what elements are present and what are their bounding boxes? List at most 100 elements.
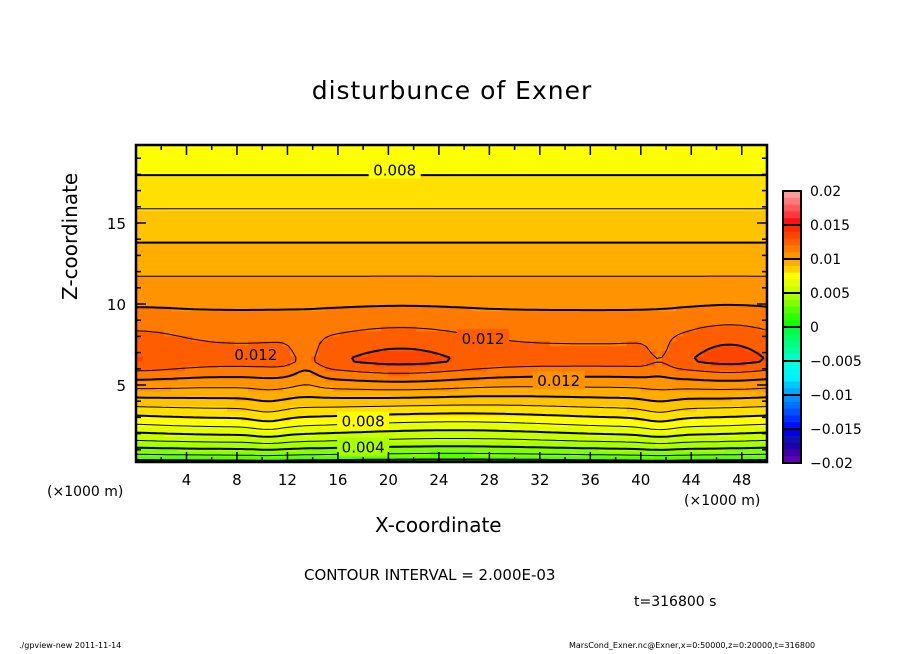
contour-band-cell (283, 340, 319, 347)
contour-band-cell (325, 335, 495, 342)
contour-label: 0.004 (342, 439, 385, 457)
contour-band-cell (136, 245, 767, 252)
contour-band-cell (682, 330, 767, 337)
contour-band-cell (136, 225, 767, 232)
colorbar-swatch (783, 320, 801, 328)
x-tick-label: 48 (732, 471, 751, 489)
contour-band-cell (171, 305, 326, 312)
contour-band-cell (353, 355, 453, 362)
x-tick-label: 28 (480, 471, 499, 489)
colorbar-swatch (783, 361, 801, 369)
colorbar-swatch (783, 218, 801, 226)
contour-band-cell (136, 170, 767, 176)
contour-band-cell (598, 445, 726, 452)
colorbar-swatch (783, 238, 801, 246)
x-unit-label-left: (×1000 m) (47, 484, 124, 500)
colorbar-frame (782, 190, 802, 464)
colorbar-swatch (783, 225, 801, 233)
contour-band-cell (136, 160, 767, 166)
contour-band-cell (164, 330, 340, 337)
contour-band-cell (136, 150, 767, 156)
contour-band-cell (136, 355, 144, 362)
contour-band-cell (136, 270, 767, 277)
contour-label-bg (457, 329, 510, 348)
contour-band-cell (136, 390, 767, 397)
contour-band-cell (136, 340, 235, 347)
contour-band-cell (136, 310, 767, 317)
contour-band-cell (696, 405, 767, 412)
contour-band-cell (647, 345, 670, 352)
contour-band-cell (675, 375, 767, 382)
colorbar-swatch (783, 442, 801, 450)
contour-band-cell (136, 195, 767, 201)
contour-band-cell (136, 215, 767, 222)
colorbar-label: 0.02 (810, 184, 841, 200)
contour-band-cell (290, 360, 319, 367)
contour-band-cell (283, 425, 649, 432)
contour-band-cell (668, 440, 767, 447)
x-tick-label: 44 (682, 471, 701, 489)
y-tick-label: 5 (116, 377, 126, 395)
contour-band-cell (318, 430, 586, 437)
colorbar-swatch (783, 191, 801, 199)
contour-band-cell (486, 365, 677, 372)
chart-title: disturbunce of Exner (311, 76, 593, 105)
contour-band-cell (136, 405, 228, 412)
x-tick-label: 12 (278, 471, 297, 489)
contour-band-cell (290, 405, 628, 412)
contour-band-cell (192, 335, 326, 342)
contour-band-cell (255, 425, 284, 432)
contour-band-cell (234, 395, 291, 402)
x-tick-label: 36 (581, 471, 600, 489)
contour-band-cell (136, 400, 767, 407)
contour-band-cell (696, 325, 761, 332)
contour-band-cell (668, 340, 767, 347)
colorbar-swatch (783, 374, 801, 382)
contour-band-cell (136, 275, 767, 282)
contour-band-cell (318, 345, 649, 352)
colorbar-swatch (783, 204, 801, 212)
contour-band-cell (290, 415, 635, 422)
contour-band-cell (416, 325, 698, 332)
contour-band-cell (661, 350, 705, 357)
contour-band-cell (654, 350, 663, 357)
contour-band-cell (311, 370, 389, 377)
x-unit-label-right: (×1000 m) (684, 493, 761, 509)
contour-band-cell (143, 355, 298, 362)
contour-band-cell (297, 355, 312, 362)
colorbar-swatch (783, 252, 801, 260)
contour-band-cell (136, 210, 767, 217)
contour-band-cell (136, 260, 767, 267)
contour-band-cell (339, 330, 460, 337)
contour-band-cell (136, 155, 767, 161)
contour-band-cell (136, 190, 767, 196)
contour-band-cell (171, 385, 249, 392)
contour-band-cell (675, 365, 767, 372)
contour-band-cell (668, 345, 712, 352)
colorbar-label: −0.015 (810, 422, 862, 438)
colorbar-swatch (783, 265, 801, 274)
contour-band-cell (290, 395, 635, 402)
contour-band-cell (136, 180, 767, 186)
footer-left: ./gpview-new 2011-11-14 (19, 641, 122, 650)
contour-band-cell (136, 380, 767, 387)
contour-band-cell (535, 420, 767, 427)
colorbar-label: 0.005 (810, 286, 850, 302)
contour-band-cell (332, 385, 460, 392)
colorbar-swatch (783, 333, 801, 342)
contour-band-cell (136, 315, 767, 322)
contour-band-cell (136, 290, 767, 297)
colorbar: 0.02 0.015 0.01 0.005 0 −0.005 −0.01 −0.015 −0.0… (782, 184, 862, 472)
contour-band-cell (136, 425, 256, 432)
colorbar-label: −0.01 (810, 388, 853, 404)
contour-band-cell (136, 175, 767, 181)
contour-line (350, 343, 765, 366)
contour-band-cell (745, 360, 767, 367)
colorbar-swatch (783, 429, 801, 437)
contour-band-cell (136, 250, 767, 257)
x-tick-label: 20 (379, 471, 398, 489)
contour-label-bg (337, 411, 390, 430)
contour-band-cell (710, 345, 747, 352)
contour-band-cell (164, 430, 319, 437)
colorbar-swatch (783, 259, 801, 267)
